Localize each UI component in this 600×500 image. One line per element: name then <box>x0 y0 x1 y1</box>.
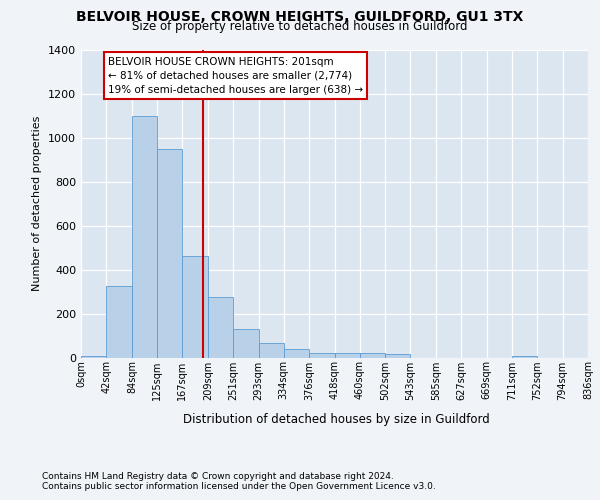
Text: Contains HM Land Registry data © Crown copyright and database right 2024.: Contains HM Land Registry data © Crown c… <box>42 472 394 481</box>
Bar <box>106 286 132 358</box>
Bar <box>385 354 410 358</box>
Text: Contains public sector information licensed under the Open Government Licence v3: Contains public sector information licen… <box>42 482 436 491</box>
Text: BELVOIR HOUSE CROWN HEIGHTS: 201sqm
← 81% of detached houses are smaller (2,774): BELVOIR HOUSE CROWN HEIGHTS: 201sqm ← 81… <box>107 56 363 94</box>
Bar <box>512 356 537 358</box>
Bar <box>81 356 106 358</box>
Bar <box>259 343 284 357</box>
Bar <box>309 353 335 358</box>
Y-axis label: Number of detached properties: Number of detached properties <box>32 116 43 292</box>
Bar <box>157 149 182 358</box>
Bar <box>233 329 259 358</box>
Bar <box>284 348 309 358</box>
Bar <box>360 353 385 358</box>
Text: Distribution of detached houses by size in Guildford: Distribution of detached houses by size … <box>182 412 490 426</box>
Text: BELVOIR HOUSE, CROWN HEIGHTS, GUILDFORD, GU1 3TX: BELVOIR HOUSE, CROWN HEIGHTS, GUILDFORD,… <box>76 10 524 24</box>
Bar <box>335 353 360 358</box>
Text: Size of property relative to detached houses in Guildford: Size of property relative to detached ho… <box>132 20 468 33</box>
Bar <box>132 116 157 358</box>
Bar <box>208 297 233 358</box>
Bar <box>182 256 208 358</box>
